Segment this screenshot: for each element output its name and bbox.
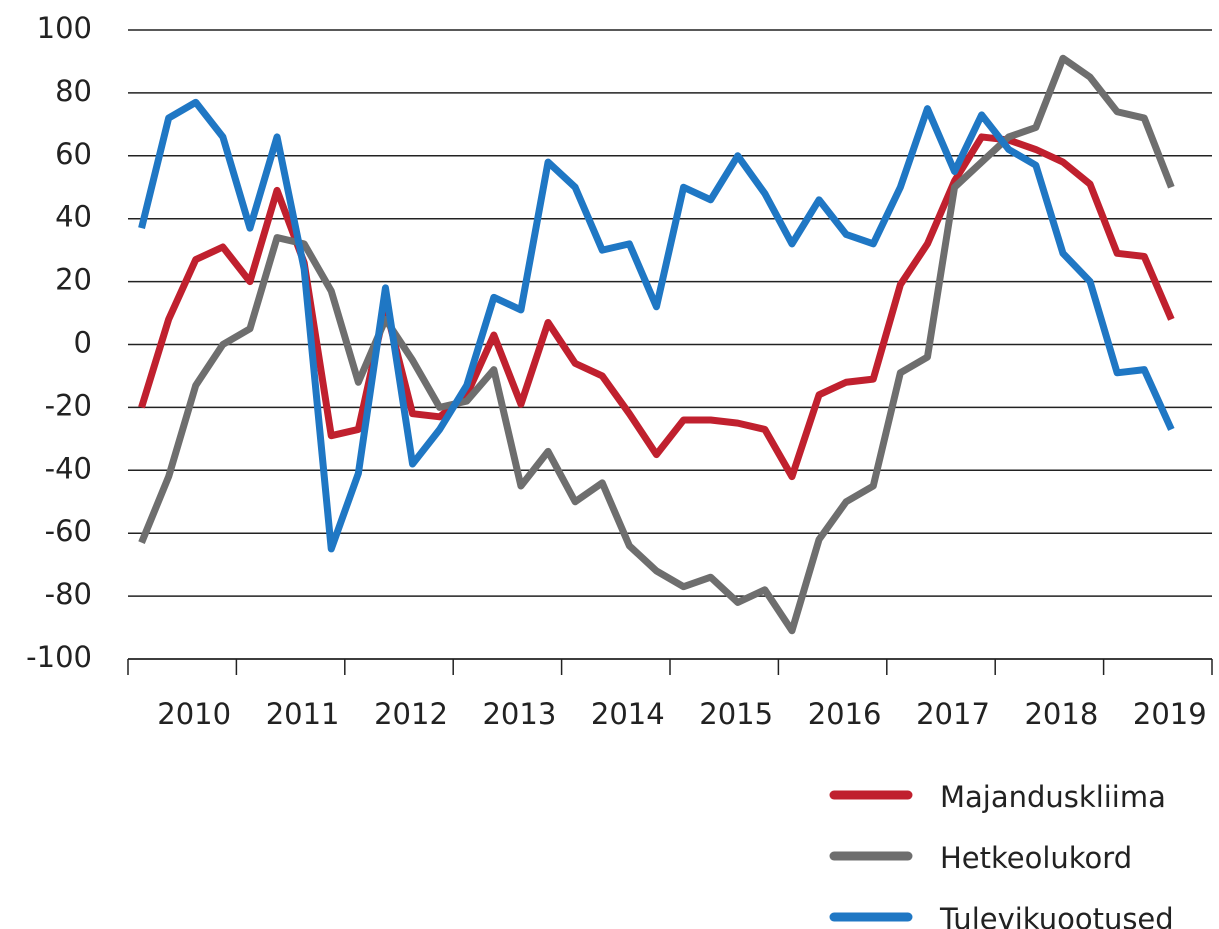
x-tick-label: 2018 [1024,697,1098,731]
y-tick-label: 60 [55,137,92,171]
x-tick-label: 2011 [266,697,340,731]
x-tick-label: 2016 [808,697,882,731]
series-line [138,98,1175,553]
y-tick-label: -20 [45,388,92,422]
y-tick-label: 0 [74,326,92,360]
y-tick-label: -60 [45,514,92,548]
y-tick-label: 100 [37,11,92,45]
y-tick-label: 20 [55,263,92,297]
y-tick-label: -40 [45,451,92,485]
x-tick-label: 2014 [591,697,665,731]
x-tick-label: 2015 [699,697,773,731]
y-tick-label: -100 [26,640,92,674]
legend-label: Majanduskliima [940,780,1166,814]
x-tick-label: 2013 [482,697,556,731]
y-tick-label: -80 [45,577,92,611]
x-tick-label: 2010 [157,697,231,731]
y-tick-label: 40 [55,200,92,234]
y-tick-label: 80 [55,74,92,108]
legend-label: Hetkeolukord [940,841,1132,875]
series-line [138,54,1175,635]
x-tick-label: 2012 [374,697,448,731]
x-tick-label: 2017 [916,697,990,731]
x-tick-label: 2019 [1133,697,1207,731]
legend-label: Tulevikuootused [939,902,1174,929]
